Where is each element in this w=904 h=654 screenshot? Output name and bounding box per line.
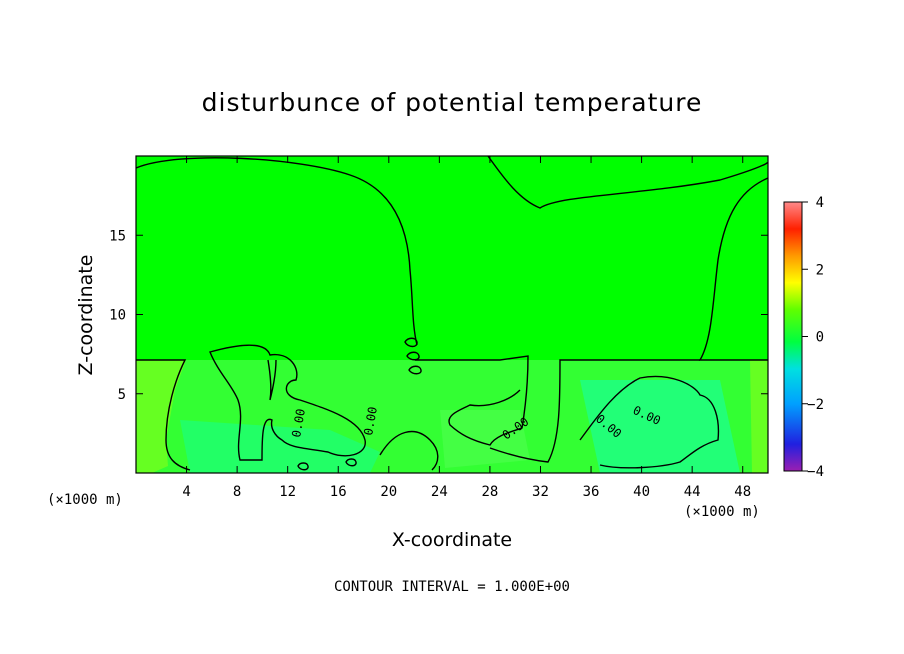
contour-small-loop-4 (345, 458, 357, 467)
colorbar: 4 2 0 −2 −4 (783, 195, 824, 480)
colorbar-tick-label: 2 (816, 262, 824, 278)
contour-mid-lower (489, 359, 700, 463)
contour-left-island (209, 344, 366, 461)
x-tick-label: 16 (330, 484, 347, 500)
contour-left-spike (267, 359, 277, 401)
contour-small-loop-3 (408, 365, 422, 375)
x-tick-label: 40 (633, 484, 650, 500)
x-axis-title: X-coordinate (392, 529, 512, 551)
x-tick-label: 8 (233, 484, 241, 500)
contour-small-loop-2 (406, 351, 420, 361)
colorbar-tick-label: 0 (816, 330, 824, 346)
x-tick-label: 28 (481, 484, 498, 500)
contour-small-loop-5 (297, 462, 309, 471)
contour-label: 0.00 (289, 408, 308, 439)
y-tick-label: 5 (118, 387, 126, 403)
x-tick-label: 48 (734, 484, 751, 500)
x-tick-label: 36 (583, 484, 600, 500)
contour-interval-note: CONTOUR INTERVAL = 1.000E+00 (334, 579, 570, 595)
contour-label: 0.00 (361, 406, 380, 437)
colorbar-tick-label: −2 (807, 397, 824, 413)
chart-title: disturbunce of potential temperature (202, 88, 703, 117)
contour-upper-right (698, 177, 768, 361)
colorbar-tick-label: 4 (816, 195, 824, 211)
x-tick-label: 32 (532, 484, 549, 500)
contour-lower-boundary (136, 359, 191, 471)
contour-upper-center (487, 156, 768, 209)
y-tick-label: 15 (109, 228, 126, 244)
y-axis: 5 10 15 (109, 228, 768, 403)
contour-center-lobe (415, 355, 529, 446)
x-tick-label: 12 (279, 484, 296, 500)
contour-small-loop-1 (404, 337, 418, 348)
colorbar-tick-label: −4 (807, 464, 824, 480)
contour-right-island (579, 375, 720, 469)
y-tick-label: 10 (109, 308, 126, 324)
x-tick-label: 4 (182, 484, 190, 500)
field-patch-center (180, 420, 380, 473)
field-patch-right-edge (750, 360, 768, 473)
y-axis-title: Z-coordinate (75, 255, 97, 376)
x-tick-label: 44 (684, 484, 701, 500)
x-unit-right: (×1000 m) (684, 504, 760, 520)
contour-center-lower (379, 430, 439, 471)
x-tick-label: 24 (431, 484, 448, 500)
contour-upper-left (136, 157, 418, 346)
x-tick-label: 20 (380, 484, 397, 500)
field-patch-right (580, 380, 740, 473)
x-unit-left: (×1000 m) (47, 492, 123, 508)
heatmap-field (136, 156, 768, 473)
colorbar-ticks: 4 2 0 −2 −4 (802, 195, 824, 480)
x-axis: 4 8 12 16 20 24 28 32 36 40 44 48 (182, 156, 751, 500)
contour-lines (136, 156, 768, 471)
colorbar-gradient (783, 201, 803, 472)
